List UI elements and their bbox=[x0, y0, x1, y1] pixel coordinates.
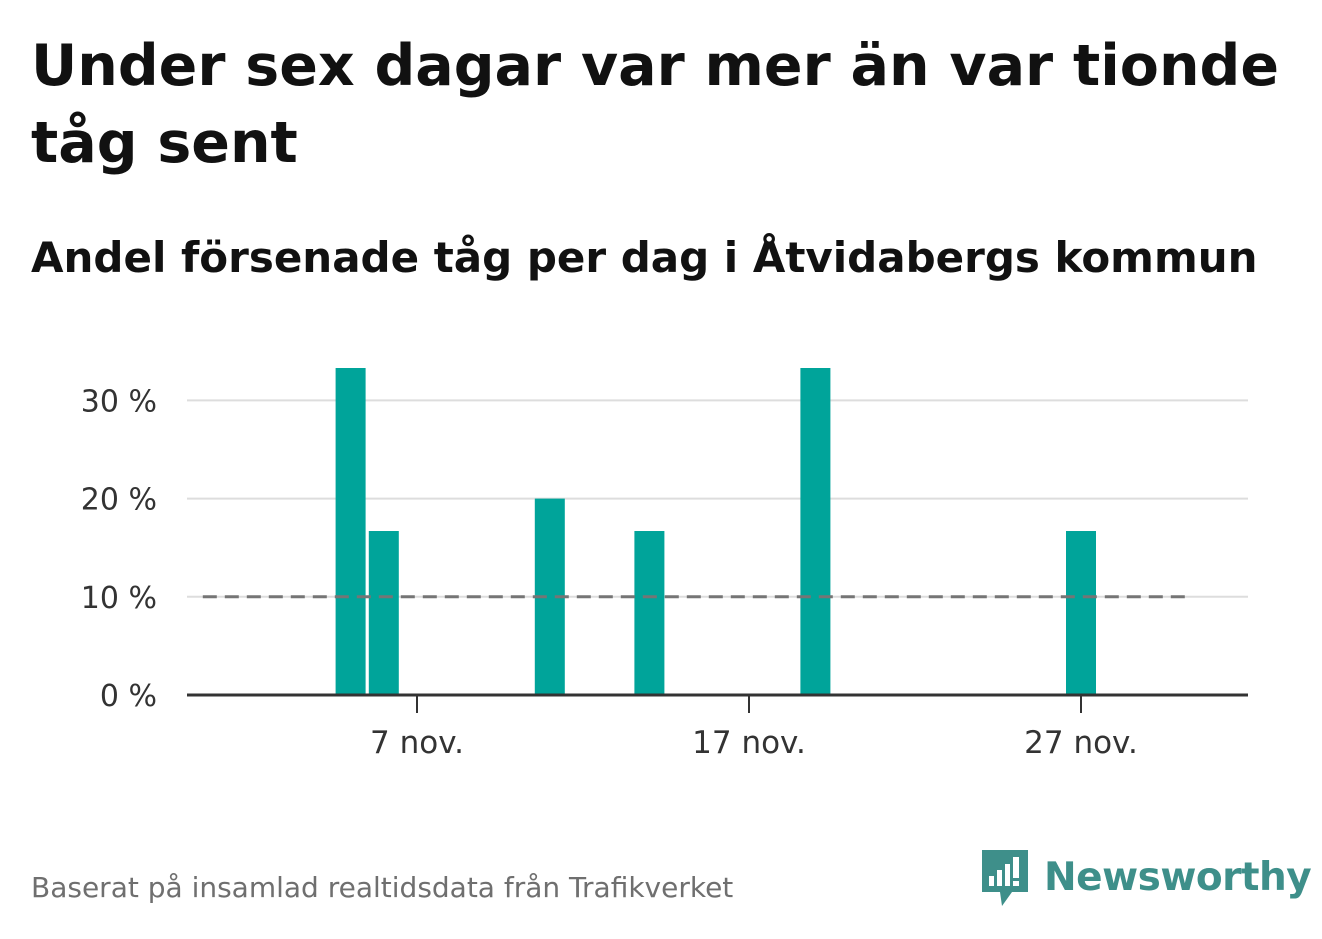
source-note: Baserat på insamlad realtidsdata från Tr… bbox=[31, 871, 734, 904]
y-tick-label: 20 % bbox=[81, 483, 157, 518]
x-tick-label: 27 nov. bbox=[1024, 725, 1138, 761]
bar-chart: 0 % 10 % 20 % 30 % 7 nov. 17 nov. 27 nov. bbox=[81, 368, 1248, 761]
brand-logo[interactable]: Newsworthy bbox=[980, 848, 1312, 908]
newsworthy-logo-icon bbox=[982, 850, 1028, 906]
brand-name: Newsworthy bbox=[1044, 855, 1312, 900]
y-tick-label: 30 % bbox=[81, 384, 157, 419]
bars bbox=[335, 368, 1096, 695]
bar bbox=[368, 531, 399, 695]
bar bbox=[634, 531, 665, 695]
chart-subtitle: Andel försenade tåg per dag i Åtvidaberg… bbox=[31, 233, 1258, 282]
bar bbox=[335, 368, 366, 695]
chart-title: Under sex dagar var mer än var tionde tå… bbox=[31, 33, 1279, 176]
x-axis bbox=[187, 693, 1248, 713]
bar bbox=[800, 368, 831, 695]
y-tick-label: 0 % bbox=[100, 679, 157, 714]
y-axis-labels: 0 % 10 % 20 % 30 % bbox=[81, 384, 157, 714]
x-tick-label: 7 nov. bbox=[370, 725, 464, 761]
y-tick-label: 10 % bbox=[81, 581, 157, 616]
bar bbox=[1066, 531, 1096, 695]
x-axis-labels: 7 nov. 17 nov. 27 nov. bbox=[370, 725, 1138, 761]
x-tick-label: 17 nov. bbox=[692, 725, 806, 761]
